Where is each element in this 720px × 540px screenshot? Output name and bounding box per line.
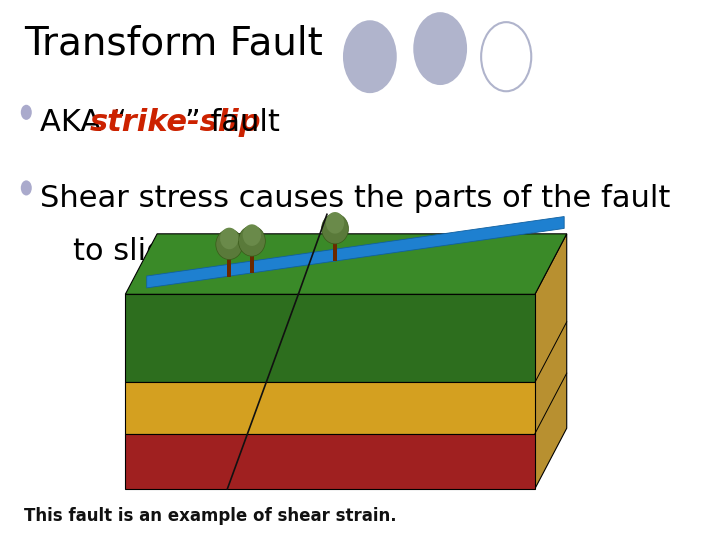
Text: This fault is an example of shear strain.: This fault is an example of shear strain… xyxy=(24,507,397,525)
Ellipse shape xyxy=(21,180,32,195)
Polygon shape xyxy=(535,234,567,489)
Text: ” fault: ” fault xyxy=(184,108,279,137)
Polygon shape xyxy=(147,217,564,288)
Polygon shape xyxy=(125,434,535,489)
Polygon shape xyxy=(333,241,337,261)
Ellipse shape xyxy=(326,212,344,234)
Ellipse shape xyxy=(322,214,348,244)
Ellipse shape xyxy=(238,226,266,256)
Text: AKA “: AKA “ xyxy=(40,108,127,137)
Polygon shape xyxy=(125,382,535,434)
Polygon shape xyxy=(250,253,254,273)
Ellipse shape xyxy=(481,22,531,91)
Ellipse shape xyxy=(220,228,238,249)
Ellipse shape xyxy=(413,12,467,85)
Text: Transform Fault: Transform Fault xyxy=(24,24,323,62)
Text: to slide past one another.: to slide past one another. xyxy=(73,237,463,266)
Ellipse shape xyxy=(343,20,397,93)
Ellipse shape xyxy=(243,224,261,246)
Polygon shape xyxy=(125,294,535,382)
Text: strike-slip: strike-slip xyxy=(90,108,261,137)
Ellipse shape xyxy=(216,230,243,260)
Ellipse shape xyxy=(21,105,32,120)
Polygon shape xyxy=(227,256,231,277)
Polygon shape xyxy=(125,234,567,294)
Text: Shear stress causes the parts of the fault: Shear stress causes the parts of the fau… xyxy=(40,184,670,213)
